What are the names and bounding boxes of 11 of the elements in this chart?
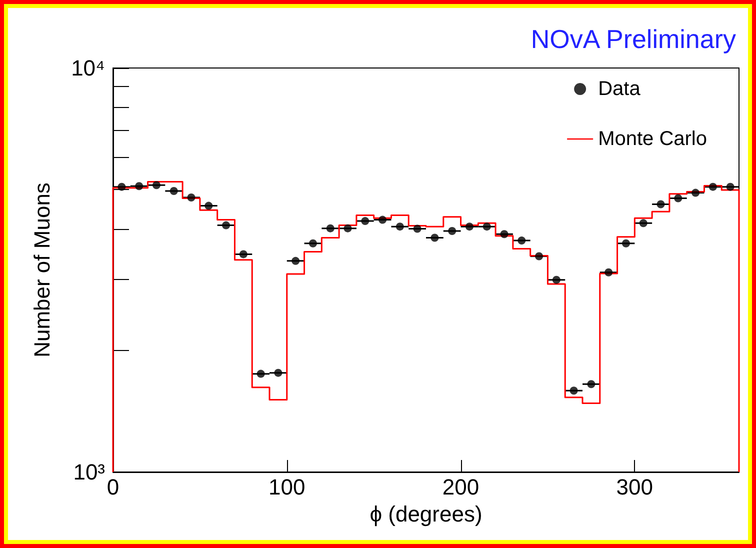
x-tick-label: 200 — [442, 474, 480, 500]
y-axis-title: Number of Muons — [30, 182, 54, 358]
legend-label: Monte Carlo — [598, 128, 707, 150]
x-tick-label: 300 — [616, 474, 654, 500]
y-tick-label: 10³ — [73, 460, 105, 484]
text: NOvA Preliminary — [530, 24, 736, 55]
x-tick-label: 100 — [268, 474, 306, 500]
legend-label: Data — [598, 78, 642, 100]
y-tick-label: 10⁴ — [71, 56, 105, 80]
x-tick-label: 0 — [106, 474, 120, 500]
x-axis-title: ϕ (degrees) — [370, 501, 482, 526]
